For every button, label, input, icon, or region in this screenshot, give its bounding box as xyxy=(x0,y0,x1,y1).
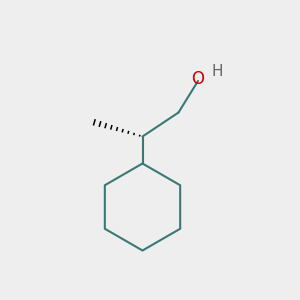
Text: H: H xyxy=(212,64,223,80)
Text: O: O xyxy=(191,70,205,88)
